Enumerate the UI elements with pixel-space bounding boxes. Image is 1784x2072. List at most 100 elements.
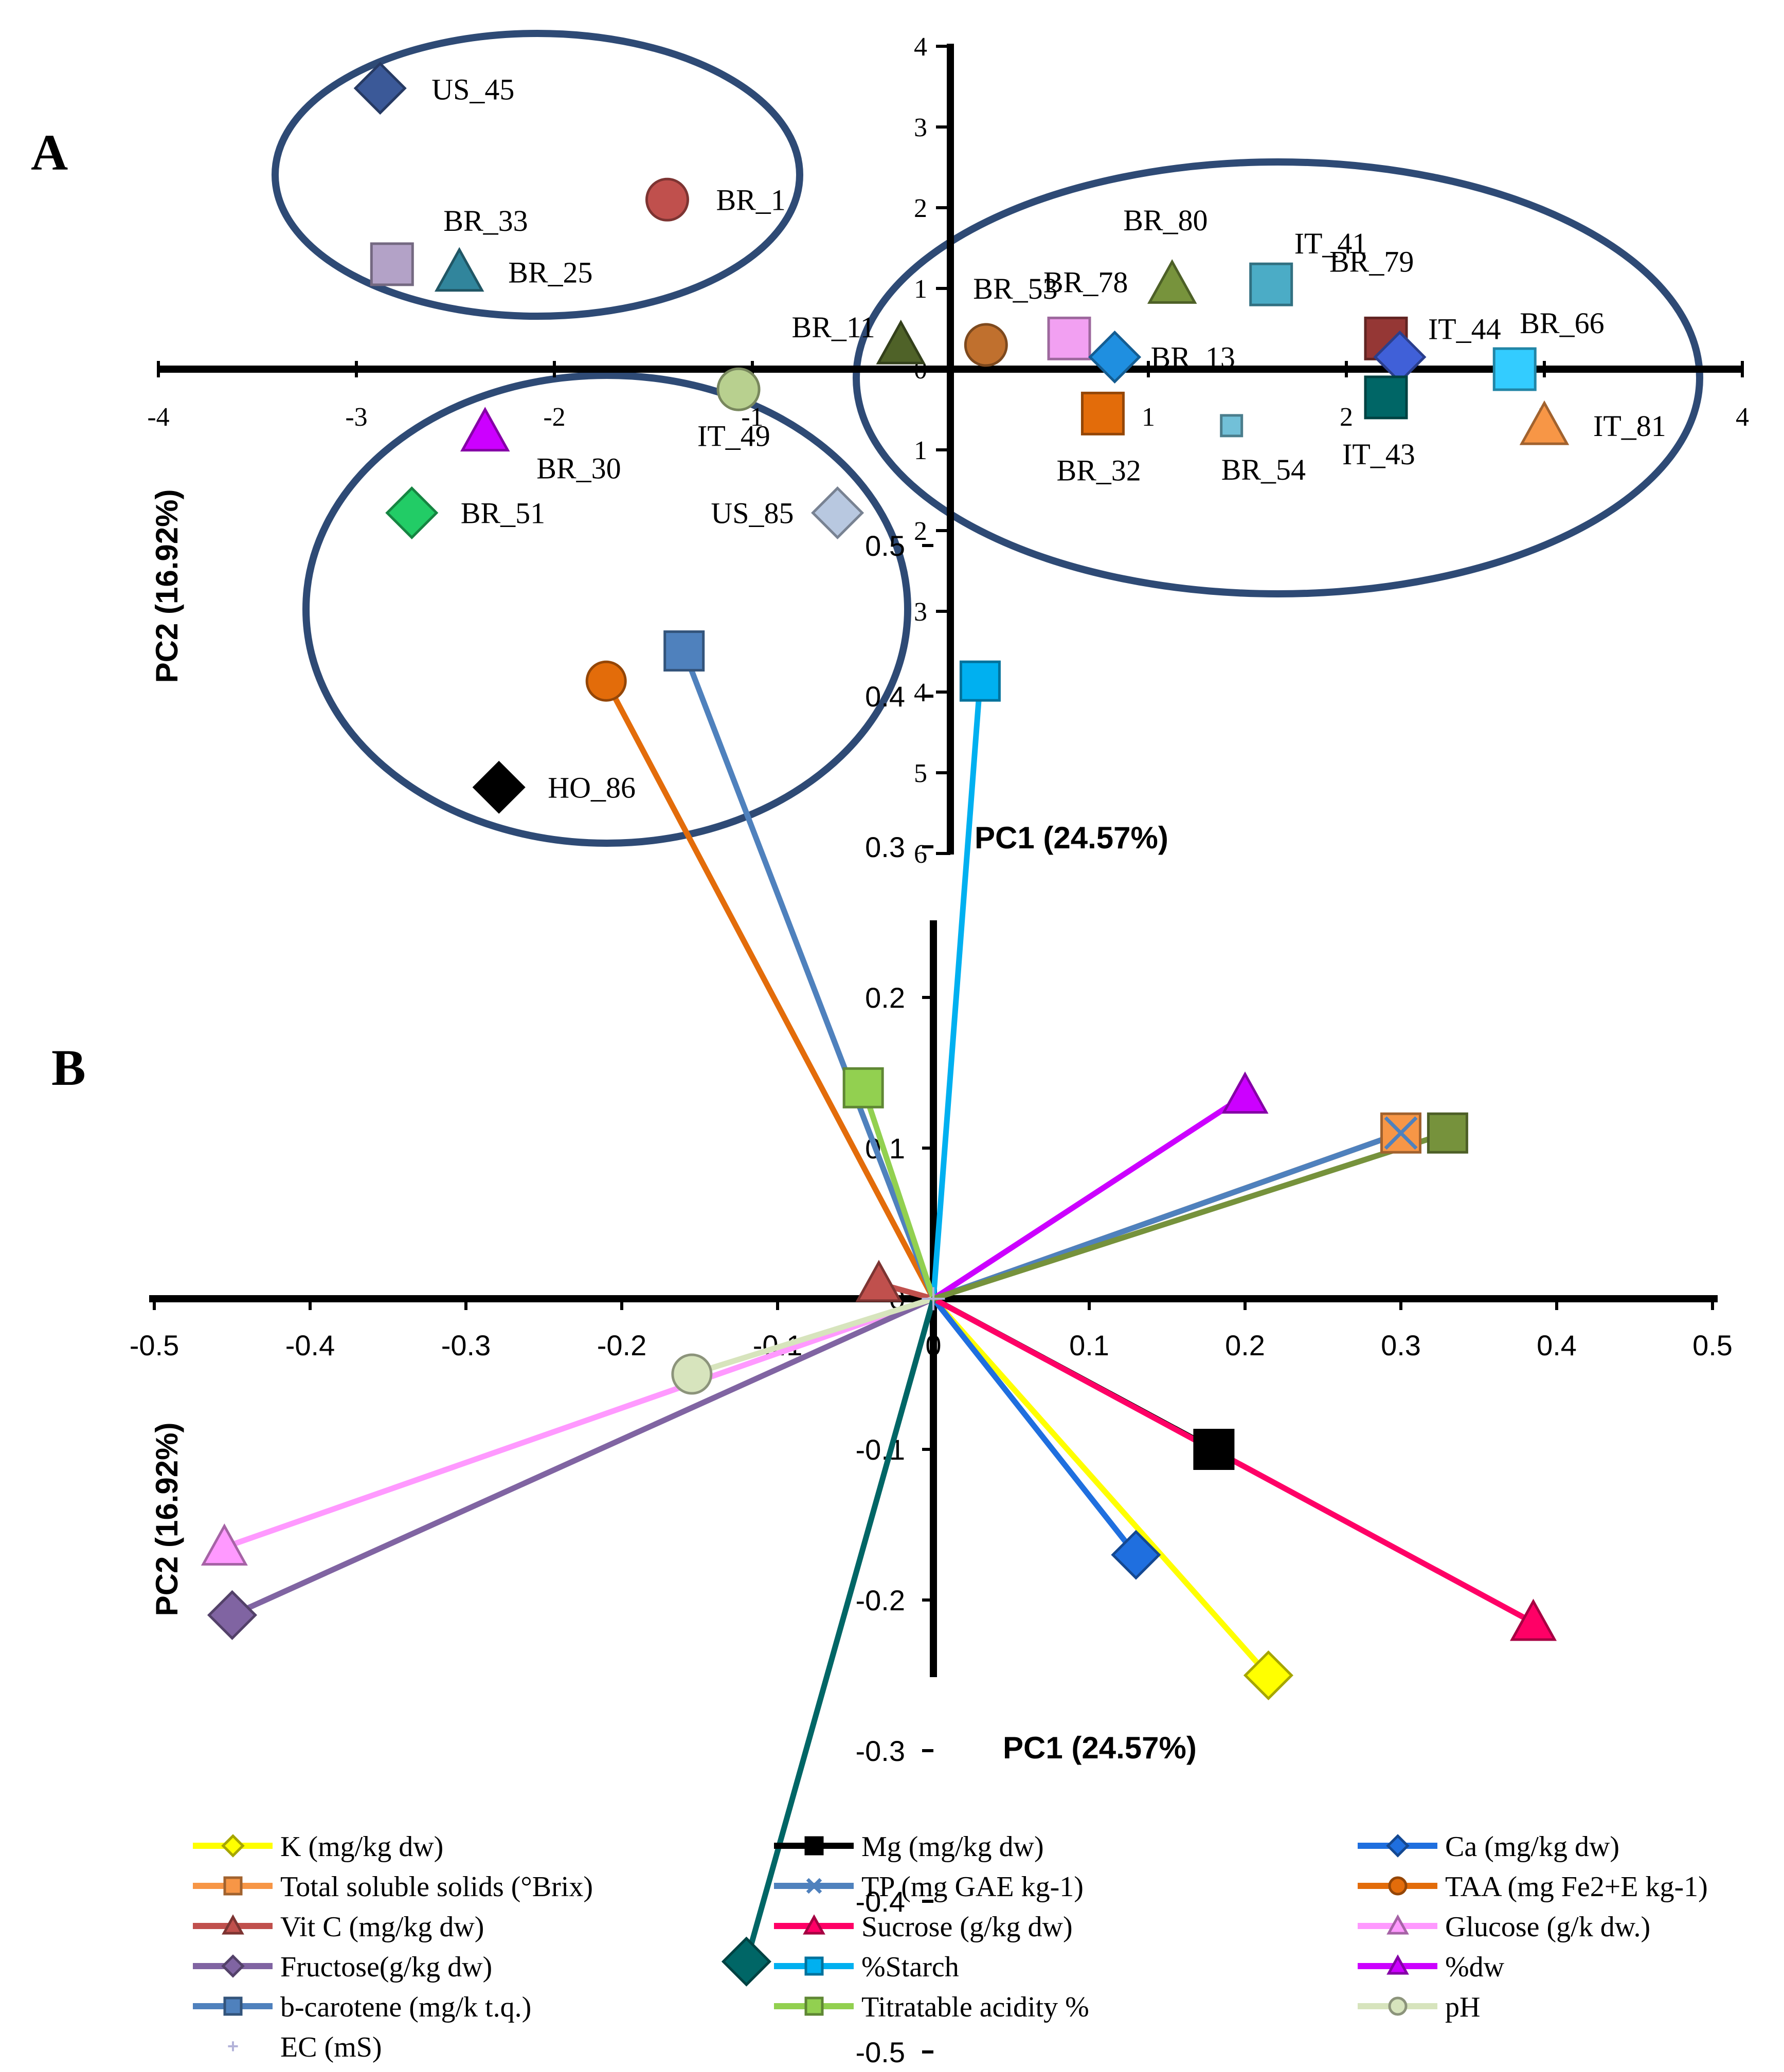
legend-swatch-marker	[223, 1876, 243, 1896]
cluster-ellipse-right	[853, 158, 1703, 597]
vector-fructose-g-kg-dw	[229, 1296, 936, 1618]
point-label: BR_13	[1151, 340, 1235, 374]
point-label: BR_53	[973, 272, 1057, 305]
panel-b: B -0.5 -0.4 -0.3 -0.2 -0.1 0 0.1 0.2 0.3 0.4 0.5 0.…	[51, 530, 1733, 2068]
legend-label: Ca (mg/kg dw)	[1445, 1831, 1619, 1863]
point-it-81	[1519, 400, 1570, 445]
vector-marker-ca-mg-kg-dw	[1111, 1530, 1161, 1580]
vector-marker-sucrose-g-kg-dw	[1510, 1598, 1557, 1641]
vector-marker-ph	[671, 1353, 713, 1395]
x-tick-label: 0.2	[1225, 1329, 1265, 1361]
y-tick-label: 3	[914, 597, 927, 627]
y-tick-label: -0.3	[856, 1735, 906, 1767]
point-br-66	[1492, 347, 1537, 391]
cluster-ellipse-bottom-left	[302, 372, 911, 847]
x-tick-label: 1	[1142, 403, 1155, 432]
legend-item-dw: %dw	[1358, 1951, 1505, 1983]
vector-marker-fructose-g-kg-dw	[207, 1590, 258, 1640]
point-br-13	[1088, 330, 1142, 384]
y-tick-label: 2	[914, 517, 927, 546]
point-label: BR_79	[1329, 245, 1414, 278]
panel-a-label: A	[31, 124, 68, 181]
legend-item-titratable-acidity: Titratable acidity %	[774, 1991, 1089, 2023]
x-tick-label: -0.5	[130, 1329, 179, 1361]
point-br-80	[1147, 259, 1197, 304]
point-label: IT_49	[697, 419, 770, 452]
panel-b-ylabel: PC2 (16.92%)	[150, 1423, 184, 1616]
point-label: IT_41	[1294, 227, 1367, 260]
point-us-45	[353, 62, 407, 115]
vector-glucose-g-k-dw	[221, 1296, 936, 1550]
panel-a: A -4-3-2-1123443210123456 US_45BR_1BR_33…	[31, 30, 1749, 869]
legend-swatch-marker	[804, 1956, 824, 1976]
vector-marker-dw	[1221, 1071, 1269, 1114]
y-tick-label: 6	[914, 840, 927, 869]
legend-swatch-marker	[806, 1878, 822, 1894]
legend-item-taa-mg-fe2-e-kg-1: TAA (mg Fe2+E kg-1)	[1358, 1871, 1708, 1903]
legend-label: TP (mg GAE kg-1)	[861, 1871, 1084, 1903]
y-tick-label: 4	[914, 678, 927, 707]
legend: K (mg/kg dw) Mg (mg/kg dw) Ca (mg/kg dw) To…	[193, 1831, 1708, 2063]
cluster-ellipses	[272, 30, 1703, 847]
legend-swatch-marker	[1388, 1996, 1408, 2016]
y-tick-label: -0.1	[856, 1433, 906, 1466]
legend-label: Titratable acidity %	[861, 1991, 1089, 2023]
point-it-41	[1249, 262, 1293, 306]
panel-b-vectors	[201, 630, 1557, 1987]
vector-b-carotene-mg-k-t-q	[681, 648, 936, 1302]
vector-starch	[930, 678, 983, 1302]
legend-swatch-marker	[804, 1836, 824, 1856]
point-br-1	[645, 177, 689, 222]
vector-marker-starch	[959, 660, 1001, 702]
point-ho-86	[472, 760, 526, 814]
point-it-49	[716, 367, 761, 411]
legend-item-tp-mg-gae-kg-1: TP (mg GAE kg-1)	[774, 1871, 1084, 1903]
point-label: BR_11	[792, 311, 875, 344]
legend-label: %dw	[1445, 1951, 1505, 1983]
legend-item-sucrose-g-kg-dw: Sucrose (g/kg dw)	[774, 1911, 1073, 1943]
point-label: US_85	[711, 496, 794, 530]
vector-marker-series-16	[721, 1936, 771, 1987]
vector-series-17	[930, 1130, 1451, 1302]
vector-marker-tp-mg-gae-kg-1	[1384, 1116, 1418, 1150]
legend-swatch-marker	[222, 1914, 244, 1935]
x-tick-label: -0.4	[285, 1329, 335, 1361]
cluster-ellipse-top-left	[272, 30, 803, 320]
legend-swatch-marker	[1386, 1834, 1410, 1858]
point-label: IT_43	[1342, 438, 1415, 471]
x-tick-label: 2	[1340, 403, 1353, 432]
x-tick-label: -4	[147, 403, 169, 432]
legend-item-ph: pH	[1358, 1991, 1480, 2023]
point-br-51	[385, 486, 439, 539]
legend-swatch-marker	[221, 1834, 245, 1858]
vector-marker-titratable-acidity	[842, 1067, 884, 1108]
vector-series-16	[743, 1296, 936, 1965]
legend-swatch-marker	[1388, 1876, 1408, 1896]
x-tick-label: -0.3	[441, 1329, 491, 1361]
point-label: BR_66	[1520, 306, 1604, 340]
point-label: BR_51	[461, 496, 545, 530]
x-tick-label: -0.2	[597, 1329, 647, 1361]
point-br-11	[876, 319, 926, 365]
vector-ph	[689, 1296, 936, 1377]
point-label: IT_44	[1428, 312, 1501, 346]
vector-marker-mg-mg-kg-dw	[1193, 1429, 1235, 1470]
x-tick-label: 0.5	[1692, 1329, 1733, 1361]
point-label: BR_1	[716, 183, 785, 216]
panel-a-axes: -4-3-2-1123443210123456	[147, 32, 1749, 869]
vector-marker-glucose-g-k-dw	[201, 1523, 248, 1566]
legend-item-total-soluble-solids-brix: Total soluble solids (°Brix)	[193, 1871, 593, 1903]
legend-item-b-carotene-mg-k-t-q: b-carotene (mg/k t.q.)	[193, 1991, 531, 2023]
point-br-53	[964, 323, 1008, 367]
legend-label: pH	[1445, 1991, 1480, 2023]
legend-swatch-marker	[1386, 1914, 1409, 1935]
vector-titratable-acidity	[860, 1085, 936, 1302]
legend-item-fructose-g-kg-dw: Fructose(g/kg dw)	[193, 1951, 492, 1983]
x-tick-label: 0.4	[1537, 1329, 1577, 1361]
legend-item-starch: %Starch	[774, 1951, 959, 1983]
point-br-25	[434, 247, 484, 292]
vector-marker-series-17	[1427, 1112, 1468, 1154]
point-label: US_45	[431, 73, 514, 106]
